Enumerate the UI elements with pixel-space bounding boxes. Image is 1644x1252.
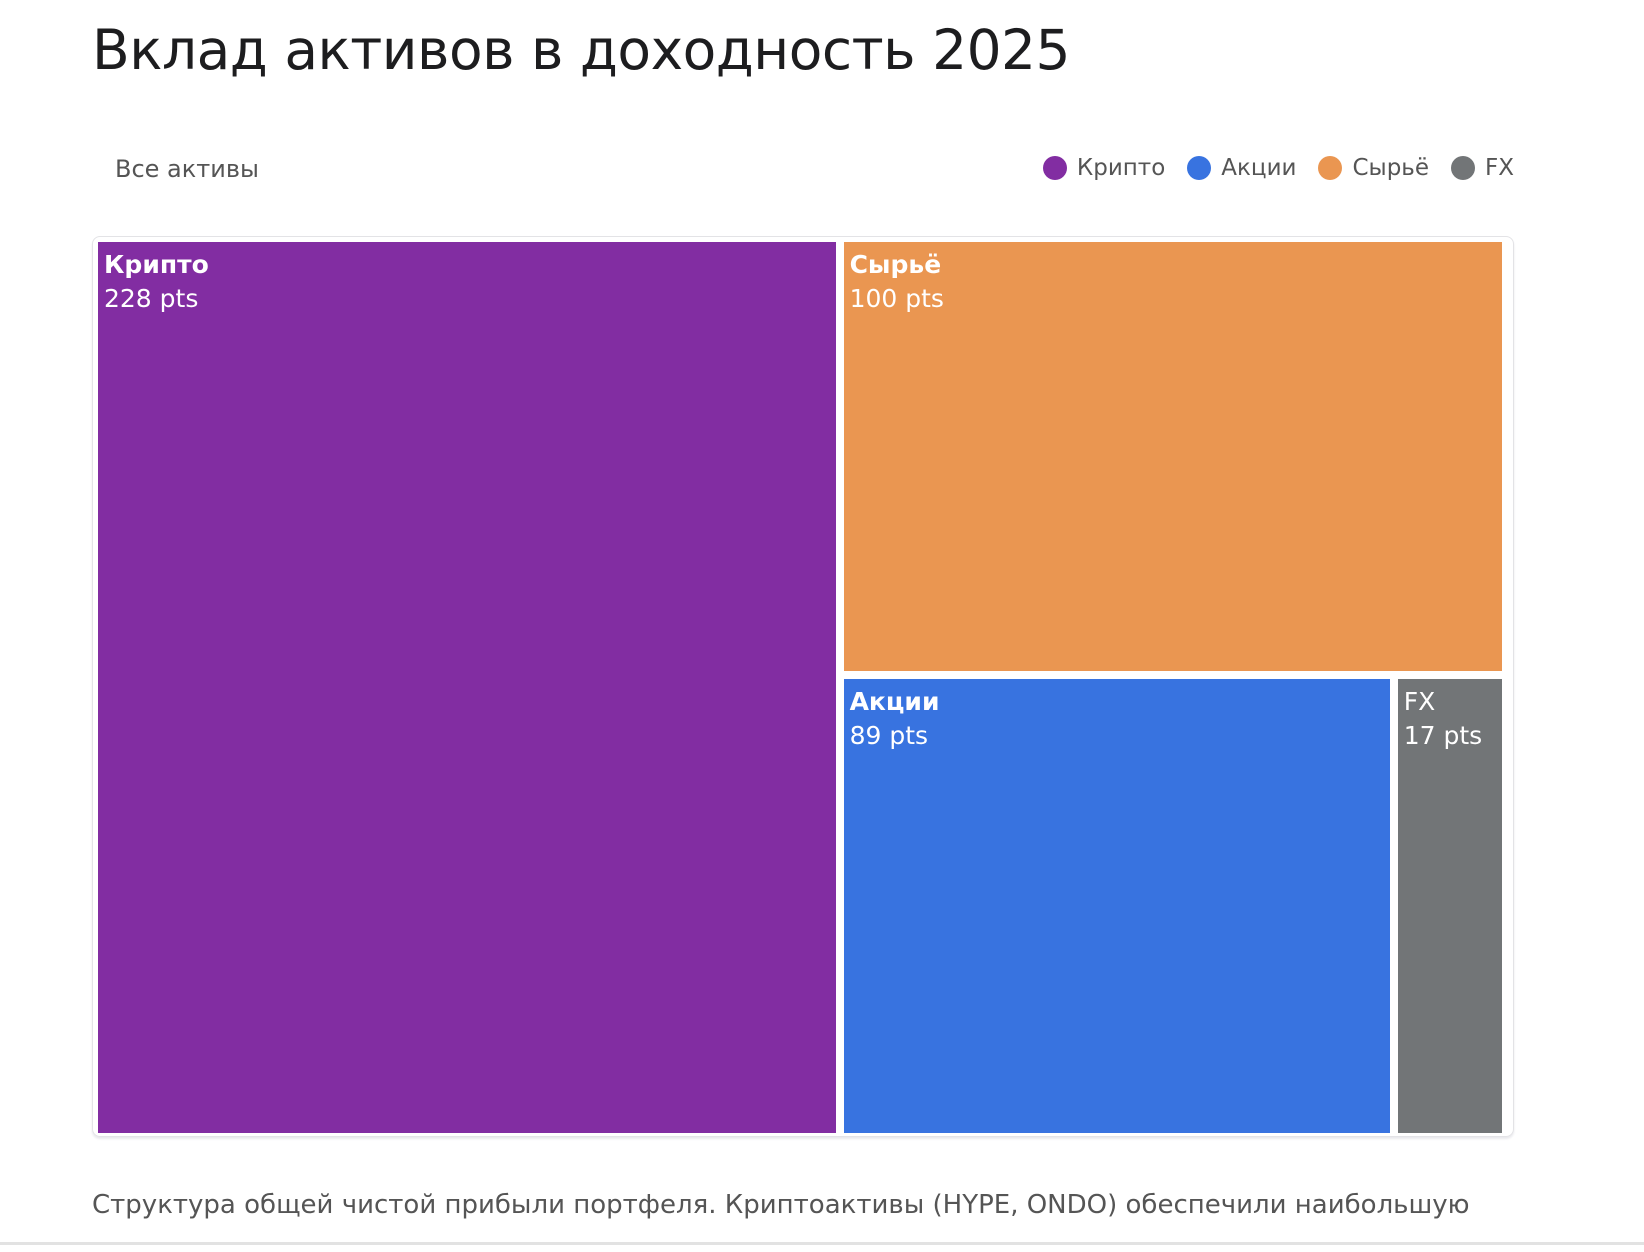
legend-item-commodities[interactable]: Сырьё [1318, 155, 1429, 181]
cell-name: Крипто [104, 250, 209, 279]
treemap-cell-fx[interactable]: FX 17 pts [1397, 678, 1502, 1133]
cell-value: 100 pts [849, 284, 944, 313]
filter-label[interactable]: Все активы [115, 155, 259, 183]
legend-dot-icon [1187, 156, 1212, 180]
legend-dot-icon [1042, 156, 1067, 180]
cell-name: Акции [849, 686, 940, 716]
treemap-chart: Крипто 228 pts Сырьё 100 pts Акции 89 pts F… [92, 236, 1514, 1137]
chart-caption: Структура общей чистой прибыли портфеля.… [92, 1190, 1470, 1220]
divider [0, 1242, 1644, 1245]
legend: Крипто Акции Сырьё FX [1042, 155, 1514, 181]
treemap-cell-stocks[interactable]: Акции 89 pts [843, 678, 1390, 1133]
legend-item-crypto[interactable]: Крипто [1042, 155, 1166, 181]
legend-dot-icon [1318, 156, 1343, 180]
cell-name: FX [1403, 686, 1436, 716]
treemap-cell-commodities[interactable]: Сырьё 100 pts [843, 242, 1502, 671]
cell-value: 17 pts [1403, 720, 1483, 750]
legend-item-stocks[interactable]: Акции [1187, 155, 1296, 181]
legend-label: FX [1485, 155, 1514, 181]
legend-label: Сырьё [1352, 155, 1429, 181]
treemap-cell-crypto[interactable]: Крипто 228 pts [98, 242, 836, 1133]
cell-value: 89 pts [849, 720, 929, 750]
cell-value: 228 pts [104, 284, 199, 313]
legend-label: Акции [1221, 155, 1297, 181]
legend-label: Крипто [1076, 155, 1166, 181]
chart-title: Вклад активов в доходность 2025 [92, 18, 1071, 82]
legend-item-fx[interactable]: FX [1451, 155, 1514, 181]
legend-dot-icon [1451, 156, 1475, 180]
cell-name: Сырьё [849, 250, 942, 279]
